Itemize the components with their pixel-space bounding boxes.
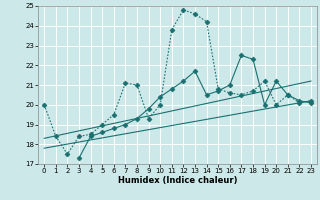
X-axis label: Humidex (Indice chaleur): Humidex (Indice chaleur) [118,176,237,185]
